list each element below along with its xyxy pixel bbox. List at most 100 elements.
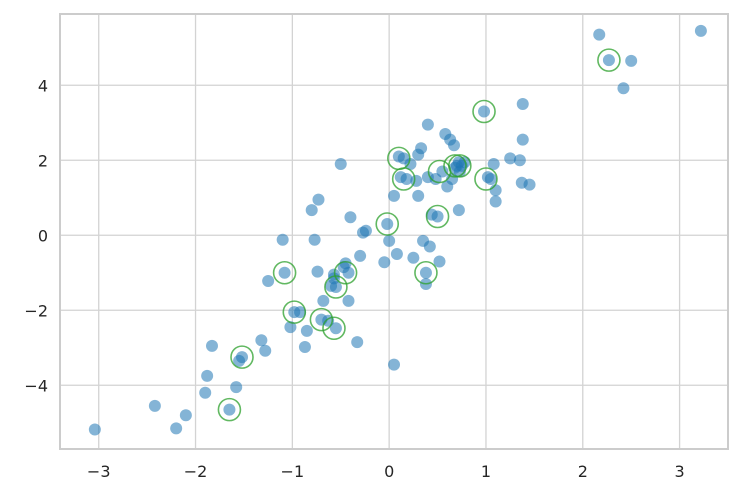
data-point: [378, 256, 391, 269]
data-point: [407, 251, 420, 264]
data-point: [329, 281, 342, 293]
data-point: [523, 178, 536, 191]
data-point: [300, 324, 313, 337]
data-point: [262, 275, 275, 287]
data-point: [415, 142, 428, 155]
data-point: [88, 423, 101, 436]
data-point: [334, 158, 347, 170]
data-point: [329, 322, 342, 335]
highlight-ring: [448, 154, 472, 178]
highlight-ring: [474, 167, 498, 191]
highlight-rings: [217, 48, 621, 422]
tick-labels: −3 −2 −1 0 1 2 3 −4 −2 0 2 4: [24, 76, 684, 481]
data-point: [230, 381, 243, 394]
data-point: [223, 403, 236, 416]
y-tick-label: 2: [38, 151, 48, 170]
data-point: [478, 105, 491, 118]
data-point: [489, 184, 502, 197]
highlight-ring: [322, 316, 346, 341]
data-point: [431, 210, 444, 223]
data-point: [201, 369, 214, 382]
x-tick-label: −1: [281, 462, 305, 481]
data-point: [351, 336, 364, 349]
data-point: [278, 266, 291, 279]
data-point: [390, 248, 403, 260]
data-point: [236, 351, 249, 364]
data-point: [317, 294, 330, 307]
data-point: [484, 173, 497, 185]
highlight-ring: [425, 204, 450, 229]
data-point: [308, 233, 321, 246]
highlight-ring: [443, 154, 467, 178]
data-point: [298, 341, 311, 353]
highlight-ring: [324, 275, 348, 299]
data-point: [404, 158, 417, 170]
data-point: [516, 133, 529, 146]
data-point: [421, 118, 434, 131]
data-point: [148, 399, 161, 412]
data-point: [504, 152, 517, 165]
data-point: [276, 233, 289, 246]
highlight-ring: [597, 48, 621, 72]
x-tick-label: 2: [578, 462, 588, 481]
highlight-ring: [230, 345, 254, 369]
data-point: [516, 98, 529, 110]
highlight-ring: [217, 397, 242, 422]
y-tick-label: 0: [38, 226, 48, 245]
x-tick-label: −3: [87, 462, 111, 481]
data-point: [311, 265, 324, 278]
data-point: [339, 257, 352, 270]
highlight-ring: [391, 167, 416, 191]
data-point: [433, 255, 446, 268]
data-point: [205, 339, 218, 352]
y-tick-label: −2: [24, 301, 48, 320]
data-point: [694, 24, 707, 37]
data-point: [354, 249, 367, 262]
highlight-ring: [333, 260, 358, 285]
data-point: [284, 321, 297, 334]
grid: [60, 14, 728, 449]
data-point: [412, 189, 425, 202]
data-point: [617, 82, 630, 95]
highlight-ring: [309, 307, 334, 332]
highlight-ring: [272, 260, 297, 285]
data-point: [423, 240, 436, 253]
x-tick-label: −2: [184, 462, 208, 481]
plot-frame: [59, 13, 729, 450]
x-tick-label: 3: [675, 462, 685, 481]
data-point: [625, 54, 638, 67]
highlight-ring: [375, 212, 400, 236]
data-point: [448, 139, 461, 152]
x-tick-label: 0: [384, 462, 394, 481]
data-point: [602, 54, 615, 67]
highlight-ring: [282, 300, 307, 324]
data-point: [436, 165, 449, 178]
data-point: [344, 211, 357, 224]
data-point: [199, 386, 212, 399]
data-point: [179, 409, 192, 422]
data-point: [383, 234, 396, 247]
data-point: [593, 28, 606, 41]
data-point: [170, 422, 183, 435]
highlight-ring: [472, 99, 496, 124]
data-point: [487, 158, 500, 170]
data-point: [513, 154, 526, 167]
data-point: [312, 193, 325, 206]
y-tick-label: 4: [38, 76, 48, 95]
data-point: [388, 358, 400, 371]
highlight-ring: [414, 260, 438, 285]
data-point: [342, 266, 355, 279]
data-point: [294, 306, 307, 319]
data-point: [381, 218, 394, 230]
data-point: [342, 294, 355, 307]
data-point: [489, 195, 502, 208]
data-point: [259, 344, 272, 357]
data-point: [305, 204, 318, 217]
data-point: [419, 266, 432, 279]
data-point: [388, 189, 400, 202]
data-point: [359, 224, 372, 237]
data-point: [452, 204, 465, 217]
x-tick-label: 1: [481, 462, 491, 481]
